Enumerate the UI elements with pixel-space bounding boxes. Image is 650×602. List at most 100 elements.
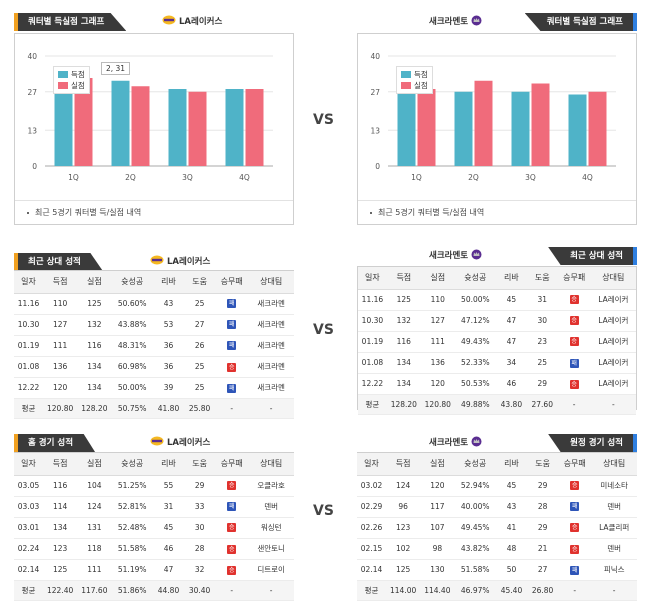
opponent-cell[interactable]: LA레이커: [590, 373, 636, 396]
table-row[interactable]: 03.01 134 131 52.48% 45 30 승 워싱턴: [14, 517, 294, 540]
column-header[interactable]: 슛성공: [454, 267, 496, 290]
opponent-cell[interactable]: LA레이커: [590, 331, 636, 354]
column-header[interactable]: 승무패: [215, 271, 249, 294]
column-header[interactable]: 리바: [152, 271, 185, 294]
table-row[interactable]: 11.16 110 125 50.60% 43 25 패 새크라멘: [14, 293, 294, 315]
table-cell: 03.03: [14, 496, 44, 518]
column-header[interactable]: 일자: [14, 453, 44, 476]
opponent-cell[interactable]: LA레이커: [590, 352, 636, 375]
table-cell: 110: [43, 293, 78, 315]
table-row[interactable]: 10.30 132 127 47.12% 47 30 승 LA레이커: [358, 310, 636, 332]
opponent-cell[interactable]: LA레이커: [590, 310, 636, 332]
column-header[interactable]: 도움: [526, 267, 558, 290]
table-row[interactable]: 01.08 136 134 60.98% 36 25 승 새크라멘: [14, 356, 294, 379]
opponent-cell[interactable]: LA레이커: [590, 289, 636, 311]
column-header[interactable]: 실점: [77, 453, 112, 476]
opponent-cell[interactable]: 오클라호: [248, 475, 294, 497]
table-row[interactable]: 03.02 124 120 52.94% 45 29 승 미네소타: [357, 475, 637, 497]
bar-lost[interactable]: [74, 78, 93, 166]
column-header[interactable]: 일자: [14, 271, 44, 294]
table-row[interactable]: 02.14 125 130 51.58% 50 27 패 피닉스: [357, 559, 637, 582]
column-header[interactable]: 슛성공: [454, 453, 496, 476]
column-header[interactable]: 슛성공: [111, 453, 153, 476]
bar-score[interactable]: [568, 94, 587, 167]
result-cell: 승: [215, 475, 249, 497]
column-header[interactable]: 승무패: [557, 267, 591, 290]
table-row[interactable]: 01.19 116 111 49.43% 47 23 승 LA레이커: [358, 331, 636, 354]
bar-score[interactable]: [397, 80, 416, 166]
table-cell: 45: [152, 517, 185, 540]
away-right-team-name: 새크라멘토: [429, 438, 469, 448]
table-row[interactable]: 03.03 114 124 52.81% 31 33 패 덴버: [14, 496, 294, 518]
bar-score[interactable]: [111, 80, 130, 166]
column-header[interactable]: 리바: [152, 453, 185, 476]
column-header[interactable]: 리바: [495, 267, 527, 290]
column-header[interactable]: 도움: [527, 453, 559, 476]
opponent-cell[interactable]: 샌안토니: [248, 538, 294, 561]
table-row[interactable]: 01.08 134 136 52.33% 34 25 패 LA레이커: [358, 352, 636, 375]
column-header[interactable]: 득점: [43, 453, 78, 476]
column-header[interactable]: 승무패: [558, 453, 592, 476]
column-header[interactable]: 상대팀: [591, 453, 637, 476]
table-row[interactable]: 01.19 111 116 48.31% 36 26 패 새크라멘: [14, 335, 294, 358]
opponent-cell[interactable]: 미네소타: [591, 475, 637, 497]
column-header[interactable]: 일자: [357, 453, 387, 476]
table-cell: 50: [495, 559, 528, 582]
opponent-cell[interactable]: 새크라멘: [248, 335, 294, 358]
bar-lost[interactable]: [531, 83, 550, 167]
column-header[interactable]: 상대팀: [248, 271, 294, 294]
opponent-cell[interactable]: LA클리퍼: [591, 517, 637, 540]
opponent-cell[interactable]: 새크라멘: [248, 314, 294, 336]
table-row[interactable]: 10.30 127 132 43.88% 53 27 패 새크라멘: [14, 314, 294, 336]
column-header[interactable]: 상대팀: [248, 453, 294, 476]
column-header[interactable]: 실점: [420, 267, 455, 290]
bar-lost[interactable]: [588, 91, 607, 166]
table-row[interactable]: 02.26 123 107 49.45% 41 29 승 LA클리퍼: [357, 517, 637, 540]
table-row[interactable]: 02.24 123 118 51.58% 46 28 승 샌안토니: [14, 538, 294, 561]
table-row[interactable]: 12.22 120 134 50.00% 39 25 패 새크라멘: [14, 377, 294, 400]
opponent-cell[interactable]: 덴버: [591, 496, 637, 518]
column-header[interactable]: 리바: [495, 453, 528, 476]
table-row[interactable]: 03.05 116 104 51.25% 55 29 승 오클라호: [14, 475, 294, 497]
column-header[interactable]: 슛성공: [111, 271, 153, 294]
bar-lost[interactable]: [131, 86, 150, 166]
column-header[interactable]: 실점: [420, 453, 455, 476]
table-cell: 21: [527, 538, 559, 561]
average-cell: 122.40: [43, 580, 78, 602]
column-header[interactable]: 도움: [184, 453, 216, 476]
column-header[interactable]: 상대팀: [590, 267, 636, 290]
opponent-cell[interactable]: 새크라멘: [248, 293, 294, 315]
table-row[interactable]: 12.22 134 120 50.53% 46 29 승 LA레이커: [358, 373, 636, 396]
bar-score[interactable]: [511, 91, 530, 166]
bar-lost[interactable]: [245, 89, 264, 166]
quarter-left-team: LA레이커스: [162, 13, 222, 31]
table-row[interactable]: 02.29 96 117 40.00% 43 28 패 덴버: [357, 496, 637, 518]
bar-lost[interactable]: [188, 91, 207, 166]
column-header[interactable]: 일자: [358, 267, 387, 290]
opponent-cell[interactable]: 새크라멘: [248, 356, 294, 379]
table-row[interactable]: 02.15 102 98 43.82% 48 21 승 덴버: [357, 538, 637, 561]
table-row[interactable]: 11.16 125 110 50.00% 45 31 승 LA레이커: [358, 289, 636, 311]
bar-score[interactable]: [168, 89, 187, 166]
opponent-cell[interactable]: 덴버: [591, 538, 637, 561]
column-header[interactable]: 승무패: [215, 453, 249, 476]
bar-lost[interactable]: [474, 80, 493, 166]
opponent-cell[interactable]: 워싱턴: [248, 517, 294, 540]
bar-score[interactable]: [54, 86, 73, 166]
table-row[interactable]: 02.14 125 111 51.19% 47 32 승 디트로이: [14, 559, 294, 582]
opponent-cell[interactable]: 덴버: [248, 496, 294, 518]
legend-score-swatch: [401, 71, 411, 78]
column-header[interactable]: 실점: [77, 271, 112, 294]
average-cell: 평균: [357, 580, 387, 602]
bar-lost[interactable]: [417, 89, 436, 166]
column-header[interactable]: 득점: [386, 453, 421, 476]
bar-score[interactable]: [454, 91, 473, 166]
column-header[interactable]: 득점: [43, 271, 78, 294]
column-header[interactable]: 도움: [184, 271, 216, 294]
opponent-cell[interactable]: 새크라멘: [248, 377, 294, 400]
column-header[interactable]: 득점: [386, 267, 421, 290]
opponent-cell[interactable]: 피닉스: [591, 559, 637, 582]
average-cell: -: [248, 580, 294, 602]
opponent-cell[interactable]: 디트로이: [248, 559, 294, 582]
bar-score[interactable]: [225, 89, 244, 166]
